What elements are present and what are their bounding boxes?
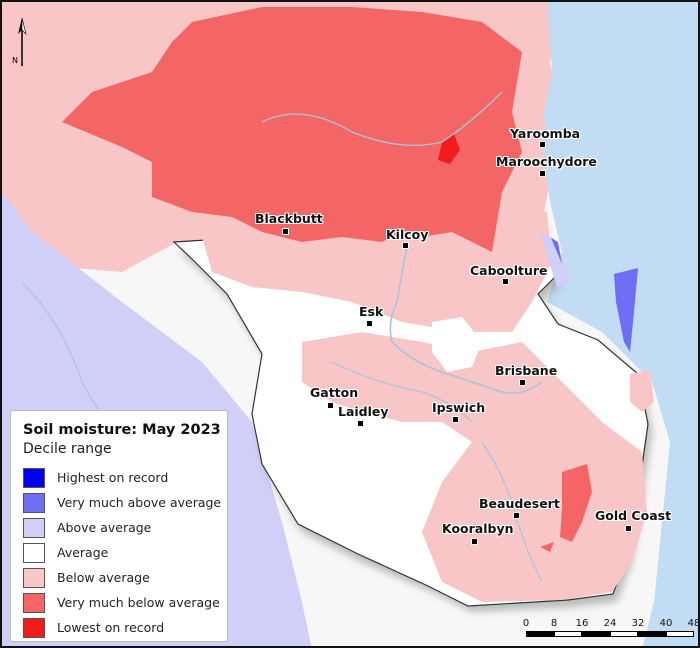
legend-item: Highest on record — [23, 465, 227, 490]
north-arrow: N — [12, 16, 28, 70]
scale-tick-label: 48 — [687, 618, 700, 629]
town-label-caboolture: Caboolture — [470, 263, 548, 278]
town-marker-yaroomba — [539, 141, 546, 148]
below-average-coastal — [522, 102, 547, 142]
town-marker-beaudesert — [513, 512, 520, 519]
scale-tick-label: 8 — [550, 618, 558, 629]
legend-item: Average — [23, 540, 227, 565]
town-marker-kooralbyn — [471, 538, 478, 545]
legend-label: Lowest on record — [57, 620, 165, 635]
town-label-brisbane: Brisbane — [495, 363, 558, 378]
town-marker-ipswich — [452, 416, 459, 423]
below-average-stradbroke — [630, 370, 654, 412]
town-label-esk: Esk — [359, 304, 384, 319]
legend-swatch — [23, 517, 45, 538]
legend-title: Soil moisture: May 2023 — [23, 422, 221, 438]
town-marker-esk — [366, 320, 373, 327]
legend-swatch — [23, 567, 45, 588]
scale-tick-label: 40 — [659, 618, 673, 629]
legend-swatch — [23, 467, 45, 488]
town-marker-kilcoy — [402, 242, 409, 249]
town-label-ipswich: Ipswich — [432, 400, 486, 415]
town-label-gatton: Gatton — [310, 385, 359, 400]
town-marker-gold-coast — [625, 525, 632, 532]
river-logan — [481, 441, 543, 583]
legend-swatch — [23, 617, 45, 638]
town-marker-brisbane — [519, 379, 526, 386]
above-average-bribie — [540, 234, 572, 287]
river-brisbane — [389, 246, 543, 395]
town-label-kooralbyn: Kooralbyn — [442, 521, 514, 536]
legend-item: Lowest on record — [23, 615, 227, 640]
scale-segment — [554, 631, 582, 637]
town-label-gold-coast: Gold Coast — [595, 508, 672, 523]
map-legend: Soil moisture: May 2023 Decile range Hig… — [10, 410, 228, 642]
very-much-above-average-bribie — [551, 238, 562, 264]
legend-swatch — [23, 542, 45, 563]
average-patch — [432, 317, 482, 372]
legend-items: Highest on record Very much above average… — [23, 465, 227, 640]
legend-label: Very much below average — [57, 595, 220, 610]
very-much-below-average-south — [560, 464, 592, 542]
legend-item: Above average — [23, 515, 227, 540]
town-marker-gatton — [327, 402, 334, 409]
scale-segment — [526, 631, 554, 637]
town-label-beaudesert: Beaudesert — [479, 496, 560, 511]
very-much-above-average-island — [614, 268, 638, 352]
very-much-below-average-speck — [540, 542, 554, 552]
scale-tick-label: 24 — [603, 618, 617, 629]
legend-subtitle: Decile range — [23, 441, 112, 457]
town-marker-laidley — [357, 420, 364, 427]
town-marker-caboolture — [502, 278, 509, 285]
legend-swatch — [23, 492, 45, 513]
scale-tick-label: 16 — [575, 618, 589, 629]
legend-label: Highest on record — [57, 470, 169, 485]
river-lockyer — [331, 361, 473, 423]
legend-swatch — [23, 592, 45, 613]
legend-label: Below average — [57, 570, 150, 585]
town-label-kilcoy: Kilcoy — [386, 227, 429, 242]
scale-bar: 081624324048km — [520, 618, 700, 642]
legend-item: Very much below average — [23, 590, 227, 615]
town-marker-blackbutt — [282, 228, 289, 235]
very-much-below-average-north — [62, 7, 522, 252]
ocean — [540, 2, 698, 646]
town-label-blackbutt: Blackbutt — [255, 211, 323, 226]
legend-item: Very much above average — [23, 490, 227, 515]
scale-tick-label: 32 — [631, 618, 645, 629]
legend-label: Average — [57, 545, 109, 560]
north-arrow-icon — [18, 17, 27, 66]
town-marker-maroochydore — [539, 170, 546, 177]
scale-segment — [638, 631, 666, 637]
town-label-yaroomba: Yaroomba — [510, 126, 581, 141]
legend-item: Below average — [23, 565, 227, 590]
legend-label: Above average — [57, 520, 152, 535]
scale-segment — [666, 631, 694, 637]
scale-segment — [610, 631, 638, 637]
legend-label: Very much above average — [57, 495, 222, 510]
river-north — [261, 91, 503, 146]
town-label-laidley: Laidley — [338, 404, 389, 419]
town-label-maroochydore: Maroochydore — [496, 154, 597, 169]
scale-tick-label: 0 — [522, 618, 530, 629]
north-arrow-label: N — [12, 56, 18, 65]
scale-segment — [582, 631, 610, 637]
